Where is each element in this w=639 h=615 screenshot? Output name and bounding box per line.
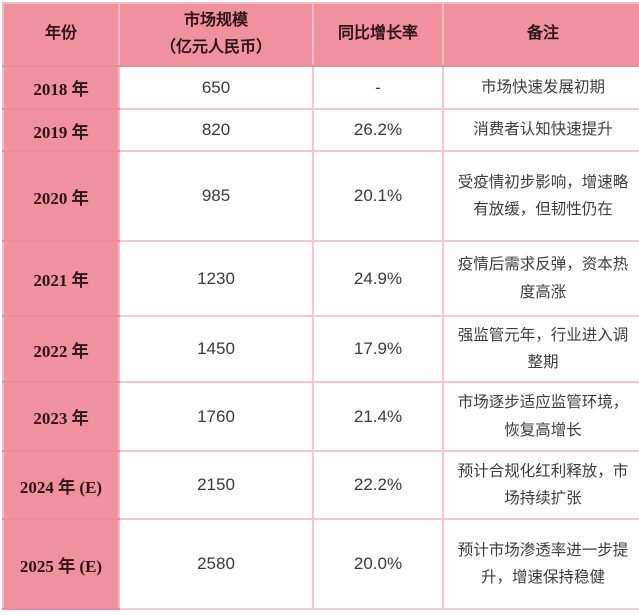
market-size-cell: 2580 bbox=[118, 518, 314, 610]
col-header-yoy-growth: 同比增长率 bbox=[312, 2, 444, 67]
year-cell: 2021 年 bbox=[2, 240, 120, 317]
growth-cell: 20.0% bbox=[312, 518, 444, 610]
table-row: 2025 年 (E) 2580 20.0% 预计市场渗透率进一步提升，增速保持稳… bbox=[2, 518, 639, 610]
growth-cell: 22.2% bbox=[312, 450, 444, 520]
col-header-yoy-growth-label: 同比增长率 bbox=[337, 25, 418, 43]
note-cell: 受疫情初步影响，增速略有放缓，但韧性仍在 bbox=[442, 150, 639, 242]
table-row: 2022 年 1450 17.9% 强监管元年，行业进入调整期 bbox=[2, 315, 639, 383]
growth-cell: 20.1% bbox=[312, 150, 444, 242]
table-row: 2021 年 1230 24.9% 疫情后需求反弹，资本热度高涨 bbox=[2, 240, 639, 317]
year-cell: 2018 年 bbox=[2, 65, 120, 110]
year-cell: 2022 年 bbox=[2, 315, 120, 383]
year-cell: 2019 年 bbox=[2, 108, 120, 152]
note-cell: 市场逐步适应监管环境，恢复高增长 bbox=[442, 381, 639, 452]
col-header-market-size-line1: 市场规模 bbox=[183, 12, 248, 30]
growth-cell: 26.2% bbox=[312, 108, 444, 152]
market-size-cell: 2150 bbox=[118, 450, 314, 520]
market-size-cell: 985 bbox=[118, 150, 314, 242]
note-cell: 市场快速发展初期 bbox=[442, 65, 639, 110]
table-row: 2024 年 (E) 2150 22.2% 预计合规化红利释放，市场持续扩张 bbox=[2, 450, 639, 520]
year-cell: 2023 年 bbox=[2, 381, 120, 452]
header-row: 年份 市场规模 （亿元人民币） 同比增长率 备注 bbox=[2, 2, 639, 67]
growth-cell: - bbox=[312, 65, 444, 110]
market-size-cell: 820 bbox=[118, 108, 314, 152]
market-size-cell: 1230 bbox=[118, 240, 314, 317]
market-size-cell: 1450 bbox=[118, 315, 314, 383]
note-cell: 消费者认知快速提升 bbox=[442, 108, 639, 152]
table-row: 2018 年 650 - 市场快速发展初期 bbox=[2, 65, 639, 110]
market-size-cell: 1760 bbox=[118, 381, 314, 452]
market-size-cell: 650 bbox=[118, 65, 314, 110]
col-header-year-label: 年份 bbox=[44, 25, 77, 43]
note-cell: 预计合规化红利释放，市场持续扩张 bbox=[442, 450, 639, 520]
note-cell: 强监管元年，行业进入调整期 bbox=[442, 315, 639, 383]
col-header-market-size-line2: （亿元人民币） bbox=[159, 38, 272, 56]
table-row: 2020 年 985 20.1% 受疫情初步影响，增速略有放缓，但韧性仍在 bbox=[2, 150, 639, 242]
year-cell: 2025 年 (E) bbox=[2, 518, 120, 610]
growth-cell: 21.4% bbox=[312, 381, 444, 452]
col-header-market-size: 市场规模 （亿元人民币） bbox=[118, 2, 314, 67]
col-header-note-label: 备注 bbox=[526, 25, 559, 43]
growth-cell: 17.9% bbox=[312, 315, 444, 383]
table-row: 2019 年 820 26.2% 消费者认知快速提升 bbox=[2, 108, 639, 152]
year-cell: 2024 年 (E) bbox=[2, 450, 120, 520]
table-row: 2023 年 1760 21.4% 市场逐步适应监管环境，恢复高增长 bbox=[2, 381, 639, 452]
note-cell: 预计市场渗透率进一步提升，增速保持稳健 bbox=[442, 518, 639, 610]
col-header-year: 年份 bbox=[2, 2, 120, 67]
growth-cell: 24.9% bbox=[312, 240, 444, 317]
col-header-note: 备注 bbox=[442, 2, 639, 67]
note-cell: 疫情后需求反弹，资本热度高涨 bbox=[442, 240, 639, 317]
year-cell: 2020 年 bbox=[2, 150, 120, 242]
